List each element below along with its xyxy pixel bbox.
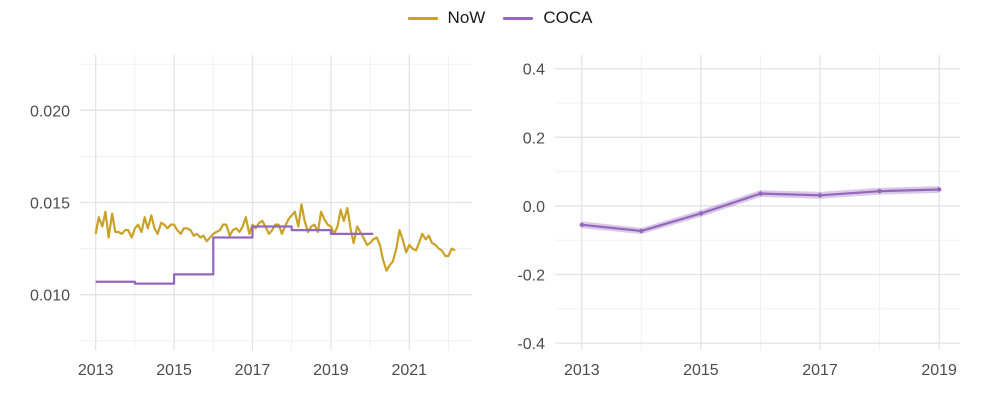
legend-swatch-now — [407, 16, 438, 20]
left-y-tick-label: 0.010 — [30, 288, 70, 305]
left-x-tick-label: 2015 — [156, 362, 192, 379]
right-x-tick-label: 2017 — [802, 362, 838, 379]
right-coca-point — [639, 228, 644, 234]
left-x-tick-label: 2021 — [391, 362, 427, 379]
left-y-tick-label: 0.015 — [30, 196, 70, 213]
left-y-tick-label: 0.020 — [30, 103, 70, 120]
left-now-line — [94, 203, 456, 272]
left-x-tick-label: 2019 — [313, 362, 349, 379]
right-x-tick-label: 2013 — [564, 362, 600, 379]
right-y-tick-label: -0.4 — [517, 336, 545, 353]
right-coca-point — [698, 211, 704, 216]
right-coca-point — [877, 188, 882, 194]
legend-item-now: NoW — [407, 8, 486, 28]
left-x-tick-label: 2013 — [78, 362, 114, 379]
right-x-tick-label: 2019 — [921, 362, 957, 379]
right-coca-point — [936, 187, 942, 192]
legend-label-coca: COCA — [543, 8, 593, 27]
legend-item-coca: COCA — [503, 8, 592, 28]
right-y-tick-label: 0.2 — [523, 130, 545, 147]
right-y-tick-label: -0.2 — [517, 268, 545, 285]
right-coca-point — [579, 222, 585, 227]
left-coca-line — [95, 225, 374, 285]
right-y-tick-label: 0.4 — [523, 62, 545, 79]
legend: NoW COCA — [0, 4, 1000, 32]
right-y-tick-label: 0.0 — [523, 199, 545, 216]
right-coca-point — [817, 193, 823, 198]
right-x-tick-label: 2015 — [683, 362, 719, 379]
legend-swatch-coca — [503, 16, 534, 20]
left-x-tick-label: 2017 — [235, 362, 271, 379]
right-coca-point — [758, 191, 763, 196]
legend-label-now: NoW — [447, 8, 486, 27]
